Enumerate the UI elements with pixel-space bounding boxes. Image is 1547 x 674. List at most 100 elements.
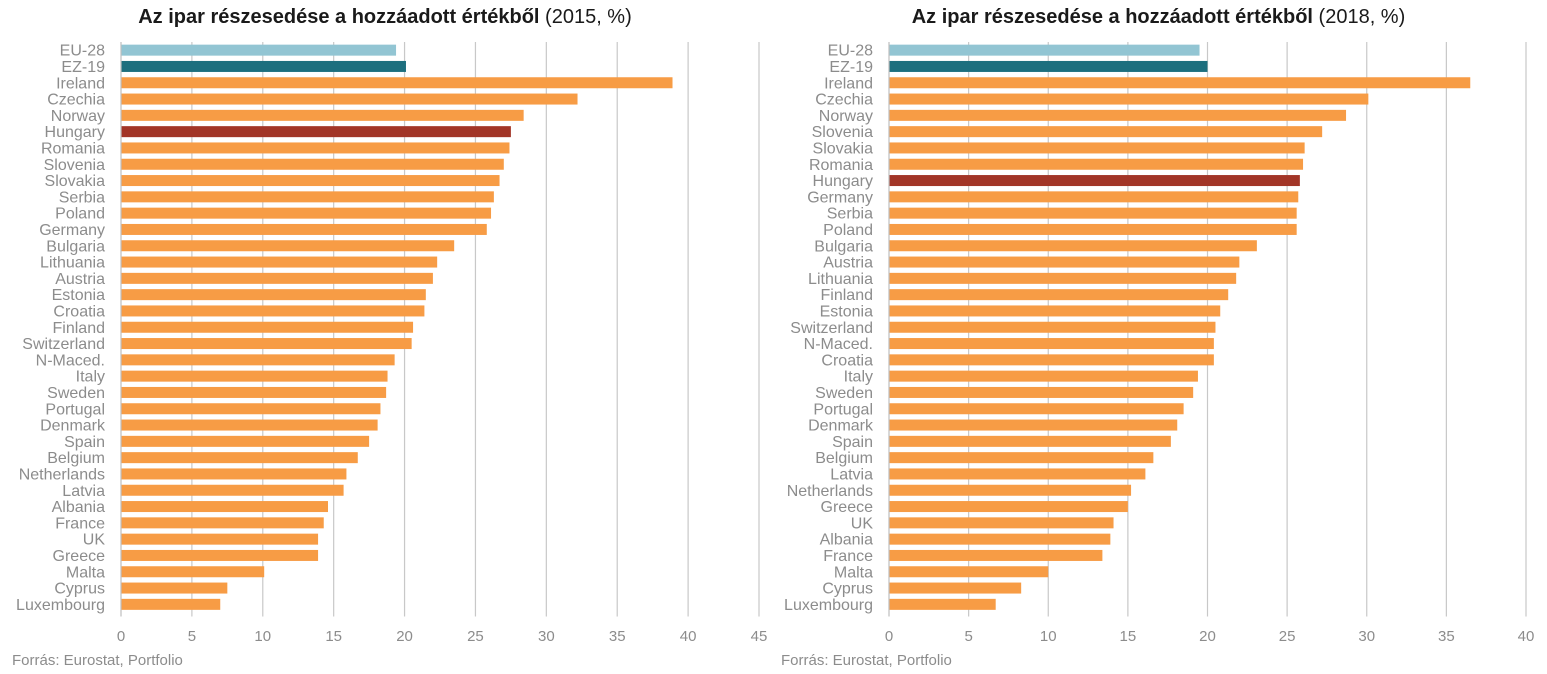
category-label: N-Maced. (804, 336, 873, 353)
category-label: Luxembourg (784, 597, 873, 614)
bar-chart-2015: 0 5 10 15 20 25 30 35 40 45 EU-28EZ-19IrelandCzech… (16, 42, 767, 645)
bar-slovenia (121, 158, 504, 170)
x-tick-label: 10 (254, 628, 271, 645)
bar-estonia (889, 305, 1221, 317)
bar-germany (889, 191, 1299, 203)
category-label: Serbia (59, 189, 105, 206)
bar-hungary (889, 175, 1300, 187)
bar-czechia (121, 93, 578, 105)
category-label: Portugal (45, 401, 105, 418)
category-label: UK (851, 515, 874, 532)
category-label: Luxembourg (16, 597, 105, 614)
x-tick-label: 15 (325, 628, 342, 645)
bar-norway (889, 109, 1347, 121)
bar-lithuania (889, 272, 1237, 284)
category-label: Switzerland (22, 336, 105, 353)
bar-switzerland (121, 338, 412, 350)
bar-serbia (889, 207, 1297, 219)
category-label: Spain (832, 434, 873, 451)
category-label: France (55, 515, 105, 532)
category-label: UK (83, 532, 106, 549)
bar-cyprus (121, 582, 228, 594)
category-label: Albania (820, 532, 873, 549)
bar-slovenia (889, 126, 1323, 138)
bar-ez-19 (889, 60, 1208, 72)
category-label: Czechia (815, 92, 873, 109)
category-label: Cyprus (822, 581, 873, 598)
x-tick-label: 5 (964, 628, 972, 645)
category-label: Germany (807, 189, 873, 206)
bar-croatia (889, 354, 1214, 366)
bar-poland (121, 207, 492, 219)
category-label: Cyprus (54, 581, 105, 598)
bar-bulgaria (889, 240, 1257, 252)
category-label: Netherlands (19, 466, 105, 483)
category-label: Croatia (53, 303, 105, 320)
category-label: Belgium (815, 450, 873, 467)
x-tick-label: 30 (1358, 628, 1375, 645)
chart-title: Az ipar részesedése a hozzáadott értékbő… (770, 6, 1547, 29)
x-tick-label: 25 (467, 628, 484, 645)
chart-panel-2015: Az ipar részesedése a hozzáadott értékbő… (0, 0, 770, 674)
category-label: Latvia (830, 466, 873, 483)
bar-greece (121, 549, 319, 561)
bar-portugal (889, 403, 1184, 415)
category-label: Albania (52, 499, 105, 516)
bar-bulgaria (121, 240, 455, 252)
bar-norway (121, 109, 524, 121)
category-label: Finland (53, 320, 105, 337)
bar-netherlands (121, 468, 347, 480)
category-label: EU-28 (60, 43, 105, 60)
category-label: Sweden (815, 385, 873, 402)
bar-n-maced- (889, 338, 1214, 350)
x-tick-label: 40 (680, 628, 697, 645)
bar-romania (121, 142, 510, 154)
bar-eu-28 (889, 44, 1200, 56)
category-label: Lithuania (40, 255, 105, 272)
category-label: Belgium (47, 450, 105, 467)
bar-germany (121, 223, 487, 235)
bar-lithuania (121, 256, 438, 268)
bar-ireland (121, 77, 673, 89)
category-label: Sweden (47, 385, 105, 402)
category-label: EU-28 (828, 43, 873, 60)
chart-title-bold: Az ipar részesedése a hozzáadott értékbő… (138, 6, 540, 28)
category-label: Germany (39, 222, 105, 239)
category-label: Estonia (52, 287, 105, 304)
category-label: Serbia (827, 206, 873, 223)
bar-denmark (121, 419, 378, 431)
category-label: Poland (55, 206, 105, 223)
x-tick-label: 40 (1518, 628, 1535, 645)
category-label: Slovakia (45, 173, 106, 190)
bar-finland (889, 289, 1229, 301)
bar-latvia (121, 484, 344, 496)
category-label: France (823, 548, 873, 565)
category-label: Croatia (821, 352, 873, 369)
category-label: Greece (53, 548, 106, 565)
bar-austria (889, 256, 1240, 268)
bar-hungary (121, 126, 511, 138)
category-label: Bulgaria (46, 238, 105, 255)
x-tick-label: 35 (609, 628, 626, 645)
chart-source: Forrás: Eurostat, Portfolio (12, 652, 183, 669)
bar-eu-28 (121, 44, 397, 56)
category-label: Spain (64, 434, 105, 451)
category-label: Netherlands (787, 483, 873, 500)
bar-czechia (889, 93, 1369, 105)
category-label: Latvia (62, 483, 105, 500)
category-label: Austria (823, 255, 873, 272)
chart-title-period: (2018, %) (1312, 6, 1406, 28)
category-label: Greece (821, 499, 874, 516)
chart-title-period: (2015, %) (539, 6, 632, 28)
category-label: Finland (821, 287, 873, 304)
category-label: N-Maced. (36, 352, 105, 369)
bar-netherlands (889, 484, 1132, 496)
category-label: Malta (66, 564, 105, 581)
bar-uk (889, 517, 1114, 529)
category-label: Hungary (45, 124, 105, 141)
category-label: Norway (819, 108, 873, 125)
bar-switzerland (889, 321, 1216, 333)
x-tick-label: 0 (117, 628, 125, 645)
chart-title-bold: Az ipar részesedése a hozzáadott értékbő… (911, 6, 1313, 28)
category-label: Portugal (813, 401, 873, 418)
